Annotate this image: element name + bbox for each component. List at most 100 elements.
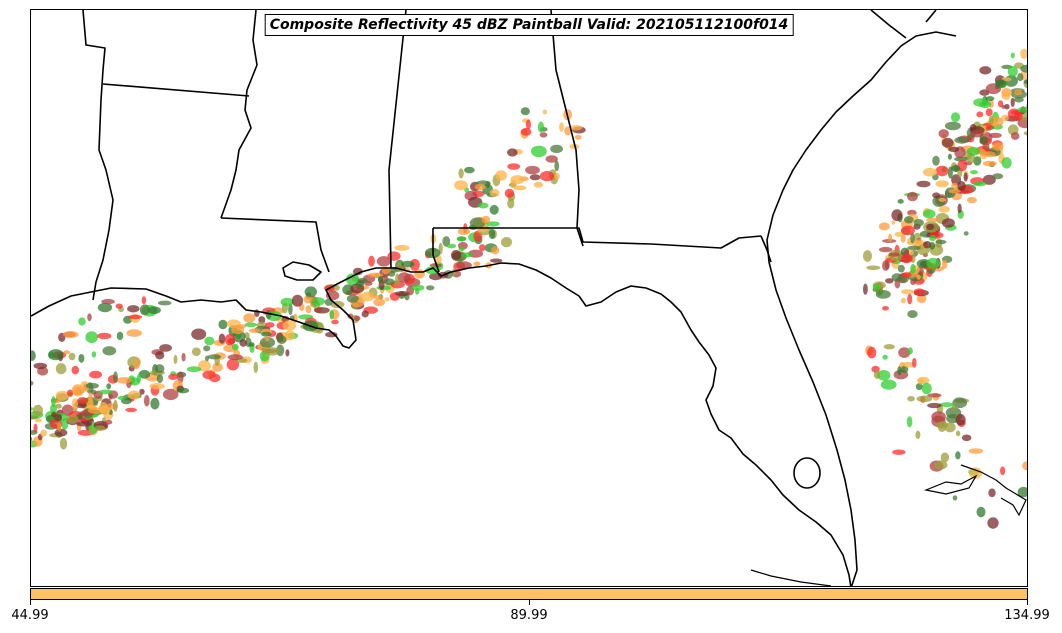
reflectivity-blob	[218, 333, 226, 344]
reflectivity-blob	[143, 395, 150, 407]
reflectivity-blob	[490, 258, 503, 263]
reflectivity-blob	[938, 197, 946, 202]
reflectivity-blob	[897, 264, 905, 273]
reflectivity-blob	[910, 232, 915, 244]
reflectivity-blob	[985, 96, 995, 102]
reflectivity-blob	[462, 252, 473, 258]
reflectivity-blob	[501, 237, 512, 248]
reflectivity-blob	[963, 172, 968, 182]
reflectivity-blob	[525, 165, 540, 175]
map-title: Composite Reflectivity 45 dBZ Paintball …	[264, 14, 794, 36]
reflectivity-blob	[539, 132, 548, 138]
reflectivity-blob	[346, 294, 359, 303]
reflectivity-blob	[454, 180, 468, 191]
reflectivity-blob	[106, 383, 112, 390]
reflectivity-blob	[31, 406, 33, 411]
reflectivity-blob	[265, 322, 275, 328]
reflectivity-blob	[520, 128, 532, 136]
reflectivity-blob	[253, 361, 259, 374]
reflectivity-blob	[910, 278, 916, 285]
reflectivity-blob	[186, 366, 202, 373]
reflectivity-blob	[985, 126, 992, 131]
reflectivity-blob	[197, 360, 211, 372]
reflectivity-blob	[510, 179, 517, 189]
reflectivity-blob	[383, 278, 395, 286]
reflectivity-blob	[231, 343, 239, 351]
reflectivity-blob	[353, 315, 361, 322]
reflectivity-blob	[976, 506, 986, 518]
reflectivity-blob	[113, 399, 118, 412]
reflectivity-blob	[1007, 108, 1021, 120]
reflectivity-blob	[1010, 132, 1020, 140]
reflectivity-blob	[102, 346, 117, 356]
reflectivity-blob	[888, 252, 900, 257]
reflectivity-blob	[922, 167, 938, 177]
reflectivity-blob	[901, 225, 915, 236]
reflectivity-blob	[331, 319, 339, 325]
reflectivity-blob	[368, 255, 375, 267]
reflectivity-blob	[542, 109, 547, 115]
border-ms-al	[388, 10, 407, 269]
reflectivity-blob	[91, 351, 97, 358]
reflectivity-blob	[1010, 52, 1015, 59]
reflectivity-blob	[376, 256, 391, 267]
reflectivity-blob	[963, 231, 969, 236]
reflectivity-blob	[456, 236, 467, 242]
reflectivity-blob	[987, 517, 999, 529]
reflectivity-blob	[56, 423, 62, 432]
reflectivity-blob	[59, 437, 68, 450]
reflectivity-blob	[248, 328, 261, 334]
reflectivity-blob	[1017, 73, 1024, 82]
reflectivity-blob	[875, 290, 891, 299]
reflectivity-blob	[897, 199, 904, 204]
reflectivity-blob	[932, 192, 941, 199]
reflectivity-blob	[873, 370, 881, 379]
reflectivity-blob	[474, 183, 486, 191]
reflectivity-blob	[957, 203, 962, 214]
reflectivity-blob	[264, 347, 280, 356]
reflectivity-blob	[33, 362, 48, 370]
reflectivity-blob	[284, 330, 295, 341]
reflectivity-blob	[910, 263, 916, 274]
reflectivity-blob	[916, 395, 933, 403]
reflectivity-blob	[979, 136, 988, 145]
colorbar-tick-label-min: 44.99	[11, 608, 49, 623]
reflectivity-blob	[923, 241, 932, 249]
reflectivity-blob	[913, 288, 925, 296]
reflectivity-blob	[99, 405, 111, 416]
reflectivity-blob	[941, 137, 954, 148]
reflectivity-blob	[304, 286, 317, 298]
reflectivity-blob	[902, 361, 915, 368]
reflectivity-blob	[952, 495, 958, 501]
reflectivity-blob	[224, 334, 236, 346]
reflectivity-blob	[926, 217, 940, 223]
reflectivity-blob	[479, 244, 486, 252]
reflectivity-blob	[537, 121, 545, 133]
reflectivity-blob	[489, 204, 499, 215]
bahamas-island	[923, 474, 978, 495]
reflectivity-blob	[303, 295, 313, 304]
reflectivity-blob	[973, 98, 989, 107]
reflectivity-blob	[276, 335, 287, 345]
reflectivity-blob	[907, 347, 913, 355]
reflectivity-blob	[128, 314, 143, 320]
reflectivity-blob	[259, 337, 276, 348]
coastline-east	[766, 31, 957, 586]
reflectivity-blob	[989, 132, 1002, 138]
reflectivity-blob	[955, 413, 966, 426]
reflectivity-blob	[133, 358, 140, 370]
reflectivity-blob	[63, 350, 71, 355]
reflectivity-blob	[951, 404, 957, 411]
keys	[750, 569, 832, 586]
reflectivity-blob	[929, 235, 937, 242]
map-canvas	[31, 10, 1027, 586]
reflectivity-blob	[952, 397, 968, 409]
reflectivity-blob	[71, 398, 78, 409]
reflectivity-blob	[451, 249, 462, 261]
reflectivity-blob	[495, 170, 508, 181]
reflectivity-blob	[1007, 66, 1018, 77]
reflectivity-blob	[97, 332, 112, 340]
reflectivity-blob	[969, 467, 983, 480]
reflectivity-blob	[71, 365, 80, 375]
reflectivity-blob	[968, 448, 984, 454]
